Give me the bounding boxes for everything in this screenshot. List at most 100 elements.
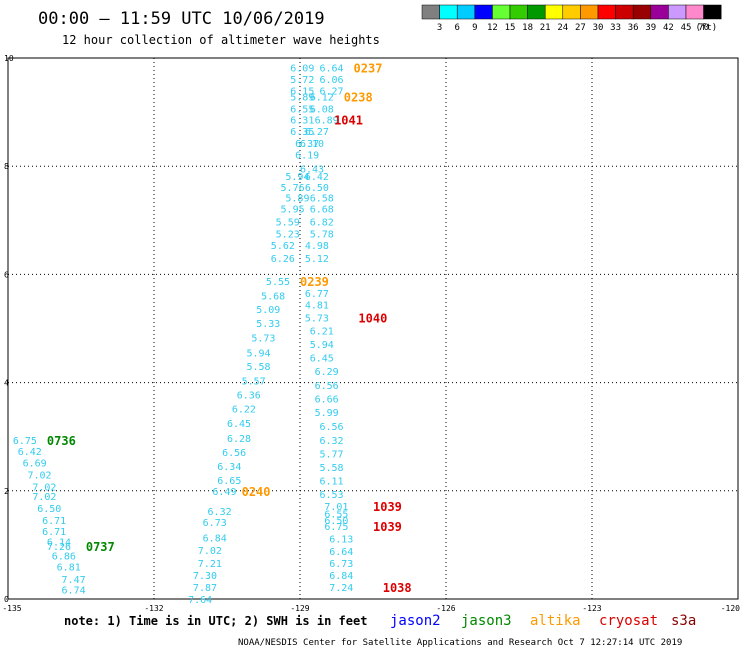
plot-frame <box>7 57 739 600</box>
scale-swatch <box>421 4 440 20</box>
wave-height-value: 6.21 <box>310 327 334 338</box>
pass-time-label: 1040 <box>358 312 387 326</box>
wave-height-value: 6.50 <box>305 183 329 194</box>
wave-height-value: 5.62 <box>271 241 295 252</box>
legend-entry-jason3: jason3 <box>461 613 512 629</box>
pass-time-label: 0736 <box>47 434 76 448</box>
wave-height-value: 6.06 <box>319 75 343 86</box>
wave-height-value: 6.55 <box>324 510 348 521</box>
scale-label: 33 <box>610 23 621 33</box>
y-tick-label: 4 <box>4 379 9 388</box>
wave-height-value: 6.75 <box>324 522 348 533</box>
wave-height-value: 6.64 <box>319 64 343 75</box>
y-tick-label: 8 <box>4 162 9 171</box>
wave-height-value: 7.02 <box>27 471 51 482</box>
wave-height-value: 6.56 <box>319 422 343 433</box>
scale-swatch <box>615 4 634 20</box>
wave-height-value: 5.23 <box>276 229 300 240</box>
scale-label: 36 <box>628 23 639 33</box>
wave-height-value: 6.36 <box>237 391 261 402</box>
x-tick-label: -123 <box>582 604 601 613</box>
scale-label: 27 <box>575 23 586 33</box>
y-tick-label: 2 <box>4 487 9 496</box>
wave-height-value: 6.12 <box>310 92 334 103</box>
scale-swatch <box>527 4 546 20</box>
wave-height-value: 4.81 <box>305 301 329 312</box>
wave-height-values: 6.09 6.645.72 6.066.15 6.275.896.126.556.08… <box>13 64 353 606</box>
wave-height-value: 6.56 <box>222 448 246 459</box>
scale-label: 42 <box>663 23 674 33</box>
wave-height-value: 6.50 <box>37 504 61 515</box>
scale-label: 24 <box>557 23 568 33</box>
wave-height-value: 6.69 <box>23 459 47 470</box>
wave-height-value: 6.73 <box>203 518 227 529</box>
scale-label: 30 <box>593 23 604 33</box>
pass-time-label: 0238 <box>344 90 373 104</box>
wave-height-value: 6.84 <box>203 533 227 544</box>
wave-height-value: 6.49 <box>212 487 236 498</box>
scale-label: 70 <box>698 23 709 33</box>
wave-height-value: 6.71 <box>42 527 66 538</box>
wave-height-value: 6.32 <box>319 436 343 447</box>
wave-height-value: 6.64 <box>329 547 353 558</box>
wave-height-value: 7.87 <box>193 583 217 594</box>
y-tick-label: 6 <box>4 270 9 279</box>
wave-height-value: 6.84 <box>329 571 353 582</box>
x-tick-label: -120 <box>721 604 740 613</box>
wave-height-value: 5.59 <box>276 217 300 228</box>
pass-time-label: 1038 <box>383 581 412 595</box>
wave-height-value: 6.32 <box>208 507 232 518</box>
wave-height-value: 6.86 <box>52 552 76 563</box>
pass-time-label: 0737 <box>86 540 115 554</box>
wave-height-value: 6.82 <box>310 217 334 228</box>
wave-height-value: 7.30 <box>193 571 217 582</box>
wave-height-value: 6.73 <box>329 559 353 570</box>
wave-height-value: 6.31 <box>290 116 314 127</box>
color-scale: 3 6 9 12 15 18 21 24 27 30 33 36 39 42 45 70(ft) <box>421 4 722 33</box>
wave-height-value: 5.89 <box>290 92 314 103</box>
wave-height-value: 5.73 <box>305 314 329 325</box>
wave-height-value: 6.27 <box>319 86 343 97</box>
wave-height-value: 6.74 <box>62 585 86 596</box>
wave-height-value: 5.78 <box>310 229 334 240</box>
x-axis-ticks: -135 -132 -129 -126 -123 -120 <box>2 604 740 613</box>
plot-grid <box>7 57 739 600</box>
scale-swatch <box>439 4 458 20</box>
pass-time-label: 1039 <box>373 500 402 514</box>
wave-height-value: 4.98 <box>305 241 329 252</box>
wave-height-value: 5.57 <box>242 376 266 387</box>
pass-time-label: 0239 <box>300 275 329 289</box>
scale-swatch <box>597 4 616 20</box>
wave-height-value: 6.45 <box>310 354 334 365</box>
wave-height-value: 5.58 <box>319 463 343 474</box>
wave-height-value: 7.01 <box>324 502 348 513</box>
scale-swatch <box>544 4 564 20</box>
scale-swatch <box>632 4 652 20</box>
wave-height-value: 6.09 <box>290 64 314 75</box>
wave-height-value: 6.66 <box>315 394 339 405</box>
wave-height-value: 6.68 <box>310 204 334 215</box>
pass-time-label: 1039 <box>373 520 402 534</box>
wave-height-value: 6.42 <box>305 172 329 183</box>
scale-label: 39 <box>645 23 656 33</box>
note-text: note: 1) Time is in UTC; 2) SWH is in fe… <box>64 614 367 628</box>
wave-height-value: 7.26 <box>47 542 71 553</box>
wave-height-value: 5.95 <box>281 204 305 215</box>
wave-height-value: 6.08 <box>310 104 334 115</box>
wave-height-value: 5.76 <box>281 183 305 194</box>
wave-height-value: 6.13 <box>329 534 353 545</box>
wave-height-value: 6.11 <box>319 477 343 488</box>
wave-height-value: 6.22 <box>232 405 256 416</box>
scale-swatch <box>580 4 599 20</box>
scale-label: 21 <box>540 23 551 33</box>
wave-height-value: 6.56 <box>315 381 339 392</box>
wave-height-value: 6.81 <box>57 563 81 574</box>
wave-height-value: 7.64 <box>188 595 212 606</box>
wave-height-value: 6.77 <box>305 289 329 300</box>
scale-unit: (ft) <box>696 23 718 33</box>
scale-label: 12 <box>487 23 498 33</box>
wave-height-value: 5.58 <box>246 362 270 373</box>
wave-height-value: 6.53 <box>319 490 343 501</box>
legend-entry-altika: altika <box>530 613 581 629</box>
